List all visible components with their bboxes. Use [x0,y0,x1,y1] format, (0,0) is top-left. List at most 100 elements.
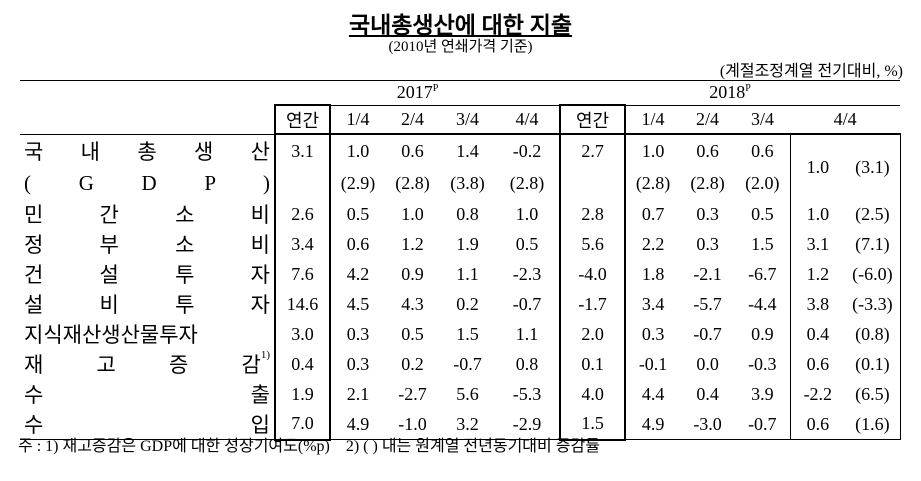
value-cell: (2.8) [395,172,430,193]
value-cell: 4.3 [401,293,424,314]
value-cell: 4.2 [346,263,370,284]
value-cell: 1.5 [559,409,627,441]
value-cell: 0.5 [751,203,774,224]
row-label-text: 국 내 총 생 산 [24,139,270,164]
row-label-inner: 건 설 투 자 [24,259,270,289]
value-cell: -4.4 [748,293,777,314]
year-text: 2017 [396,82,433,102]
row-label: 정 부 소 비 [20,229,275,259]
data-row: 수 출 1.9 2.1 -2.7 5.6 -5.3 4.0 4.4 0.4 3.9 -2.2 (6.5… [20,379,901,409]
row-label: ( G D P ) [20,167,275,199]
value-cell: 0.4 [274,349,331,379]
value-cell: 0.8 [456,203,479,224]
value-cell: (3.1) [845,133,901,199]
value-cell: 1.0 [789,133,846,199]
value-cell: 0.5 [515,233,539,254]
row-label-inner: ( G D P ) [24,171,270,196]
data-row: 건 설 투 자 7.6 4.2 0.9 1.1 -2.3 -4.0 1.8 -2.1 -6.7 1.… [20,259,901,289]
value-cell: (2.8) [509,172,545,193]
row-label-inner: 지식재산생산물투자 [24,319,270,349]
value-cell: (2.5) [845,199,901,229]
value-cell: 0.3 [346,323,370,344]
value-cell: 2.2 [641,233,665,254]
value-cell: 3.4 [641,293,665,314]
value-cell: 1.9 [274,379,331,409]
year-mark: P [432,83,439,94]
column-header: 2/4 [385,105,440,135]
value-cell: 1.0 [515,203,539,224]
value-cell: 1.0 [641,140,665,161]
row-label-inner: 재 고 증 감 1) [24,349,270,379]
value-cell: 0.4 [696,383,719,404]
data-row-sub: ( G D P ) (2.9) (2.8) (3.8) (2.8) (2.8) (2.8) (… [20,167,900,199]
value-cell: -2.9 [495,409,561,440]
value-cell: 0.3 [696,233,719,254]
data-row: 재 고 증 감 1) 0.4 0.3 0.2 -0.7 0.8 0.1 -0.1 0.0 -0.3 0… [20,349,901,379]
value-cell: 1.2 [789,259,846,289]
column-header: 연간 [559,104,627,135]
value-cell: 0.7 [641,203,665,224]
value-cell: 5.6 [559,229,627,259]
row-label-text: 수 출 [24,383,270,407]
data-table: 2017P 2018P 연간 1/4 2/4 3/4 4/4 연간 1/4 2/4 3/4 4/4 국 … [20,80,901,441]
row-label-text: 수 입 [24,413,270,437]
value-cell: 0.6 [696,140,719,161]
row-label-text: 설 비 투 자 [24,293,270,317]
title-text: 국내총생산에 대한 지출 [348,13,573,38]
row-label-inner: 국 내 총 생 산 [24,136,270,166]
value-cell: -2.1 [693,263,722,284]
subtitle: (2010년 연쇄가격 기준) [388,39,533,55]
value-cell: 0.9 [401,263,424,284]
column-header: 3/4 [440,105,495,135]
value-cell: 1.1 [515,323,539,344]
row-label-text: 지식재산생산물투자 [24,323,198,347]
column-header: 1/4 [330,105,385,135]
value-cell: 1.2 [401,233,424,254]
value-cell: 0.3 [346,353,370,374]
value-cell: (1.6) [845,409,901,440]
value-cell: 0.8 [515,353,539,374]
row-label-text: ( G D P ) [24,170,270,195]
data-row: 정 부 소 비 3.4 0.6 1.2 1.9 0.5 5.6 2.2 0.3 1.5 3.1 (7.… [20,229,901,259]
value-cell: (6.5) [845,379,901,409]
row-label: 민 간 소 비 [20,199,275,229]
value-cell: 7.6 [274,259,331,289]
value-cell: -0.7 [693,323,722,344]
value-cell: 4.9 [330,409,385,440]
column-header-row: 연간 1/4 2/4 3/4 4/4 연간 1/4 2/4 3/4 4/4 [20,104,901,135]
value-cell: 0.0 [696,353,719,374]
value-cell: 0.2 [401,353,424,374]
value-cell: 3.2 [440,409,495,440]
year-header: 2018P [560,80,901,106]
title: 국내총생산에 대한 지출 [0,6,921,40]
value-cell: (3.8) [450,172,485,193]
value-cell: -2.3 [512,263,542,284]
value-cell: (2.0) [745,172,780,193]
row-label: 수 출 [20,379,275,409]
value-cell [559,167,627,199]
value-cell: 1.9 [456,233,479,254]
value-cell: 0.3 [696,203,719,224]
value-cell: -2.2 [789,379,846,409]
value-cell: -5.7 [693,293,722,314]
value-cell: (2.8) [690,172,725,193]
column-header: 2/4 [680,105,736,135]
value-cell: 3.1 [274,134,331,167]
value-cell: 4.0 [559,379,627,409]
row-label: 지식재산생산물투자 [20,319,275,349]
value-cell: 2.7 [559,134,627,167]
value-cell: 0.3 [641,323,665,344]
value-cell: 4.9 [625,409,681,440]
row-label-text: 건 설 투 자 [24,263,270,287]
value-cell: 3.1 [789,229,846,259]
value-cell: -1.7 [559,289,627,319]
value-cell: 1.5 [751,233,774,254]
value-cell: 1.8 [641,263,665,284]
value-cell: 1.0 [789,199,846,229]
value-cell: 1.0 [401,203,424,224]
corner-cell [20,80,275,135]
value-cell: 0.5 [346,203,370,224]
value-cell: 14.6 [274,289,331,319]
value-cell: (7.1) [845,229,901,259]
